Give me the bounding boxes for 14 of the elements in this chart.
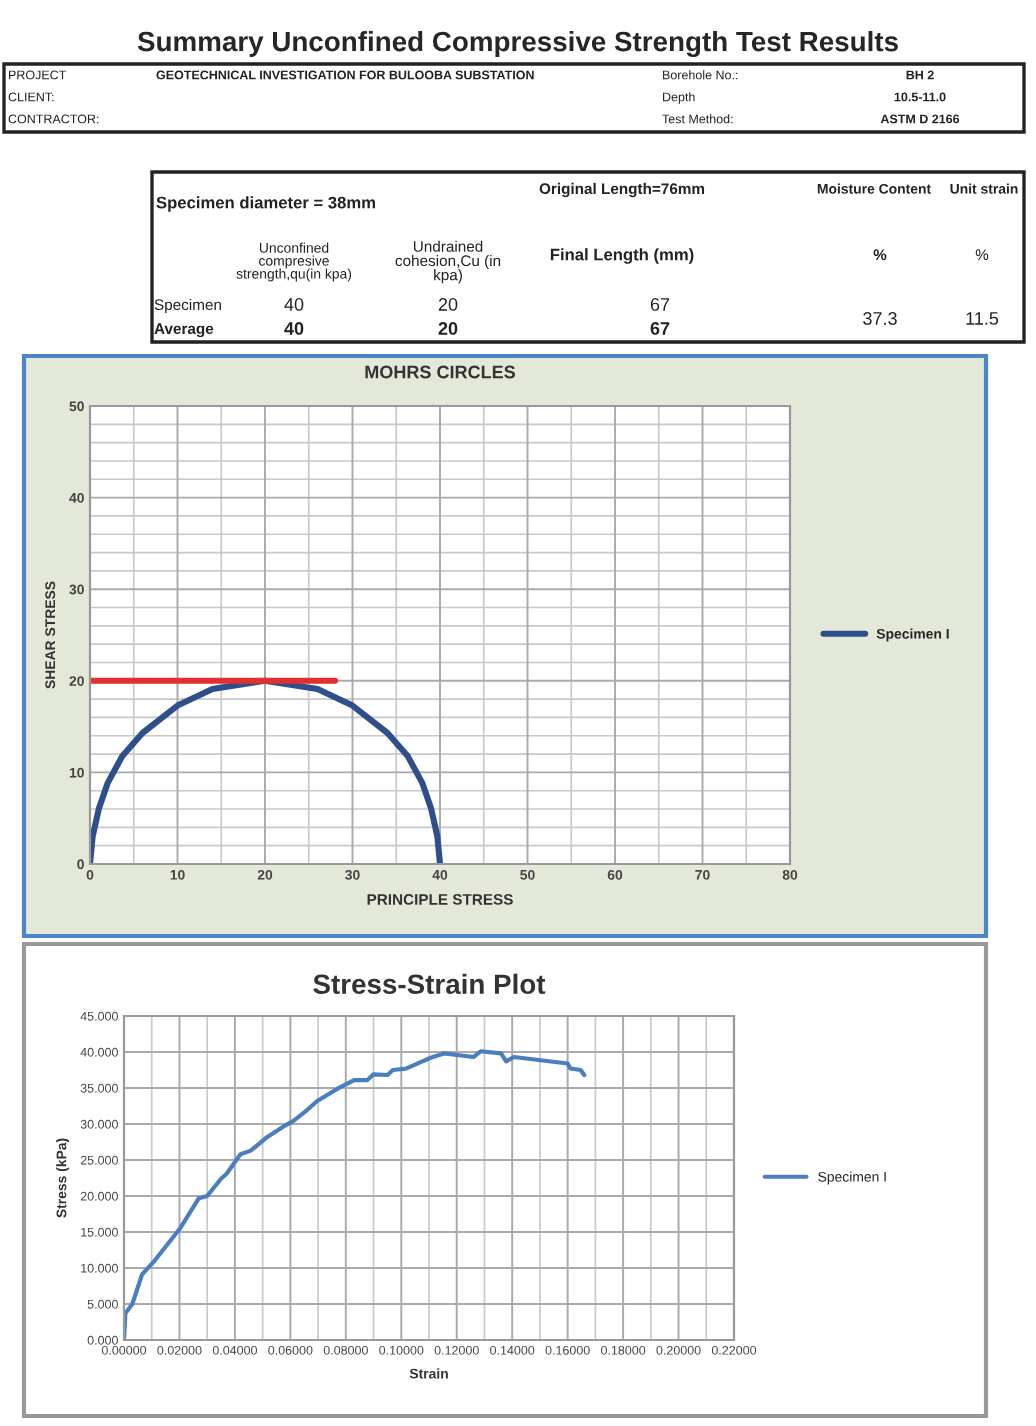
chart-title: MOHRS CIRCLES (365, 365, 516, 379)
text: 67 (650, 298, 670, 311)
chart-title: Stress-Strain Plot (313, 973, 546, 995)
text: 20 (438, 322, 458, 335)
text: Final Length (mm) (550, 248, 694, 264)
text: 11.5 (966, 312, 999, 325)
text: 40 (284, 322, 304, 335)
text: Summary Unconfined Compressive Strength Test Results (137, 30, 898, 58)
text: Specimen diameter = 38mm (156, 196, 375, 212)
line-series (124, 1049, 587, 1340)
text: 20 (438, 298, 458, 311)
text: 40 (284, 298, 304, 311)
text: 37.3 (863, 312, 897, 325)
text: 67 (650, 322, 670, 335)
